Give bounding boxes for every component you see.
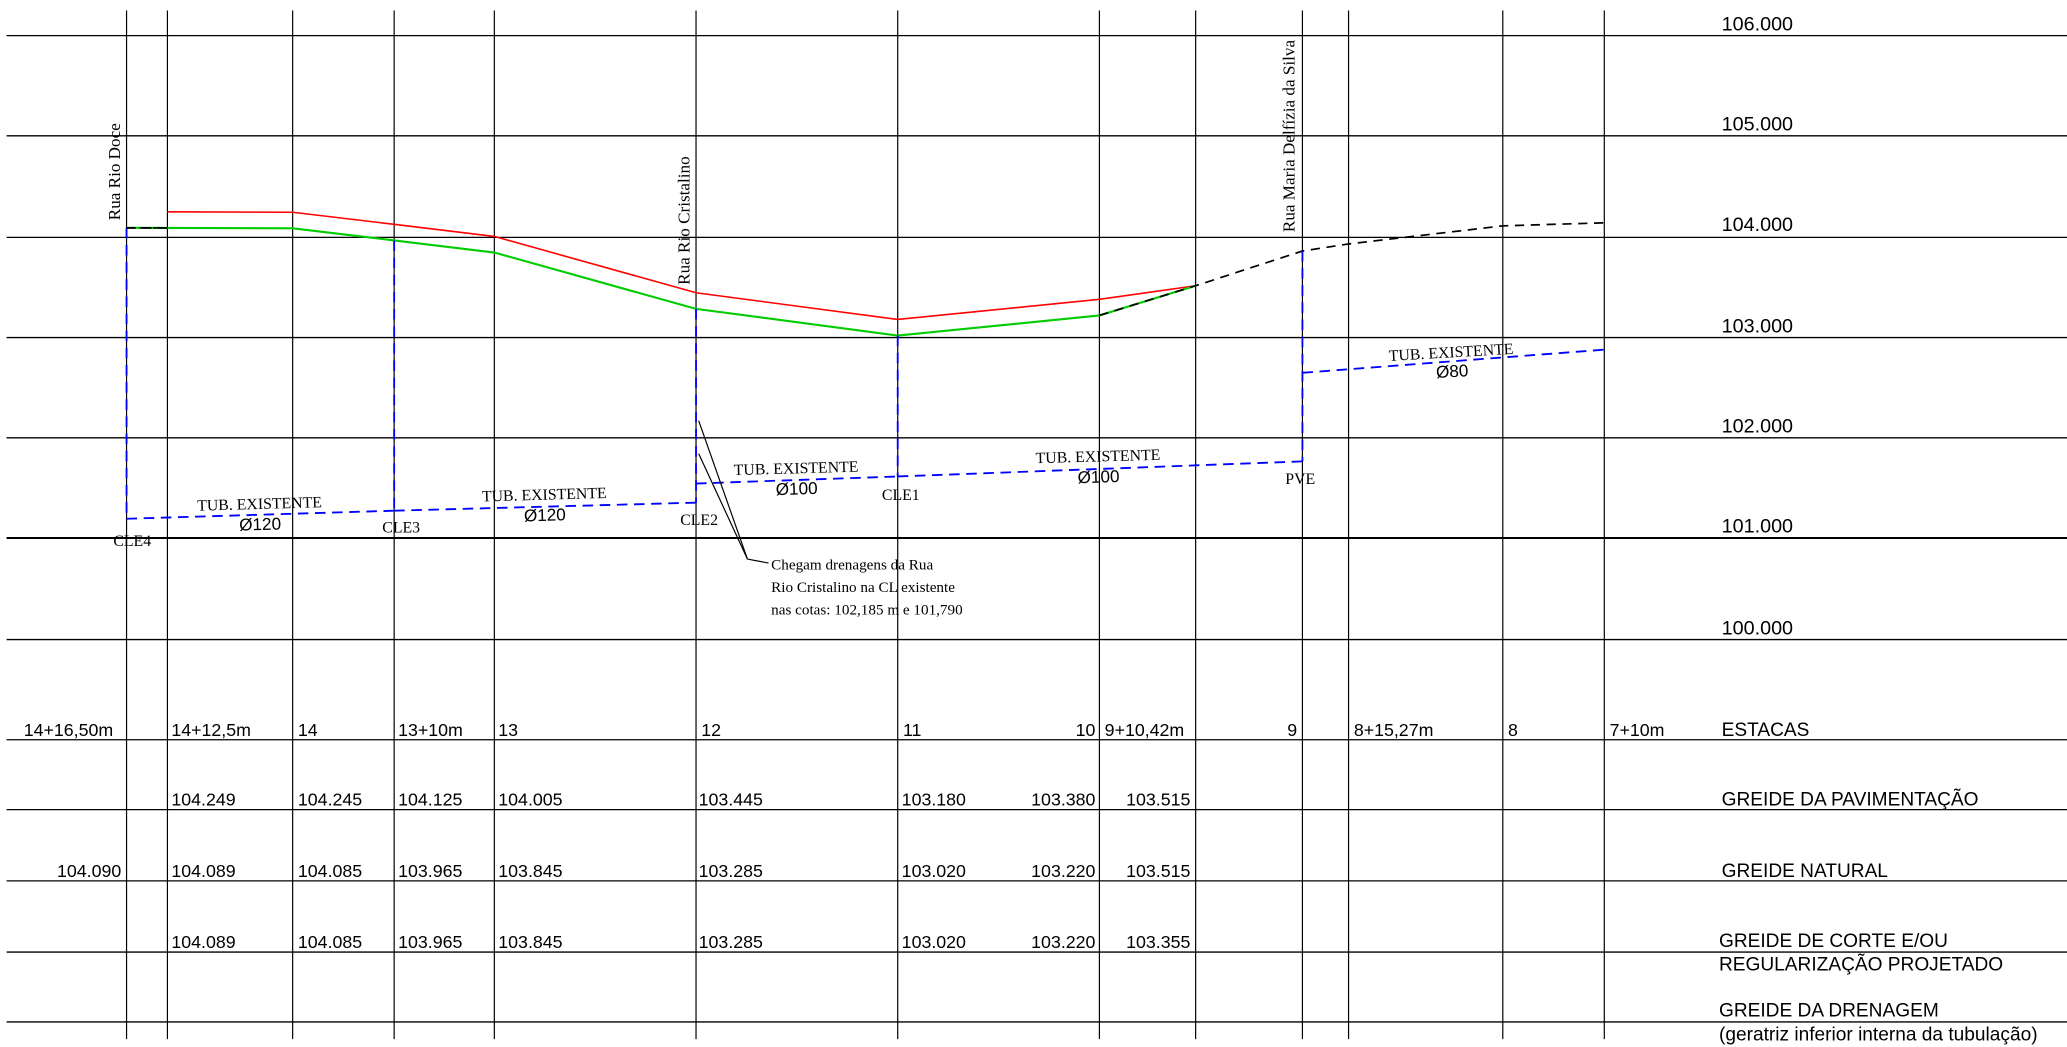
- nat-cell: 103.515: [1126, 861, 1190, 881]
- row-drenagem: GREIDE DA DRENAGEM (geratriz inferior in…: [1719, 1001, 2038, 1046]
- pipe-label: TUB. EXISTENTE Ø100: [734, 459, 859, 499]
- pav-cell: 104.249: [171, 790, 235, 810]
- note-line: Rio Cristalino na CL existente: [771, 579, 955, 596]
- row-label-pavimentacao: GREIDE DA PAVIMENTAÇÃO: [1722, 789, 1979, 811]
- pipe-label-text: TUB. EXISTENTE: [197, 494, 322, 514]
- corte-cell: 104.085: [298, 932, 362, 952]
- corte-cell: 103.285: [699, 932, 763, 952]
- profile-series: [126, 211, 1605, 337]
- pav-cell: 103.445: [699, 790, 763, 810]
- street-labels: Rua Rio Doce Rua Rio Cristalino Rua Mari…: [105, 40, 1299, 285]
- nat-cell: 103.285: [699, 861, 763, 881]
- pipe-label-text: TUB. EXISTENTE: [734, 459, 859, 479]
- row-estacas: 14+16,50m 14+12,5m 14 13+10m 13 12 11 10…: [24, 720, 1810, 741]
- estaca-cell: 11: [903, 720, 922, 740]
- elevation-label: 105.000: [1722, 114, 1793, 136]
- street-label-maria-delfizia: Rua Maria Delfízia da Silva: [1280, 40, 1299, 233]
- row-label-corte-1: GREIDE DE CORTE E/OU: [1719, 931, 1948, 952]
- pipe-diameter: Ø100: [775, 478, 817, 499]
- pipe-label: TUB. EXISTENTE Ø120: [482, 485, 607, 525]
- nat-cell: 103.845: [498, 861, 562, 881]
- street-label-rio-doce: Rua Rio Doce: [105, 123, 124, 220]
- nat-cell: 104.085: [298, 861, 362, 881]
- estaca-cell: 14+16,50m: [24, 720, 113, 740]
- node-label-cle4: CLE4: [113, 533, 151, 550]
- nat-cell: 103.220: [1031, 861, 1095, 881]
- elevation-label: 100.000: [1722, 617, 1793, 639]
- pipe-label-text: TUB. EXISTENTE: [1035, 447, 1160, 467]
- pipe-segment: [126, 509, 395, 520]
- elevation-grid: [6, 34, 2067, 641]
- pav-cell: 103.515: [1126, 790, 1190, 810]
- leader-line: [698, 453, 748, 560]
- pav-cell: 103.180: [902, 790, 966, 810]
- row-natural: 104.090 104.089 104.085 103.965 103.845 …: [57, 861, 1888, 882]
- pipe-label: TUB. EXISTENTE Ø100: [1035, 447, 1160, 487]
- estaca-cell: 7+10m: [1610, 720, 1665, 740]
- pav-cell: 104.245: [298, 790, 362, 810]
- pipe-label: TUB. EXISTENTE Ø80: [1388, 341, 1513, 382]
- pipe-diameter: Ø80: [1435, 360, 1468, 382]
- estaca-cell: 13+10m: [398, 720, 463, 740]
- nat-cell: 104.090: [57, 861, 121, 881]
- row-label-drenagem-2: (geratriz inferior interna da tubulação): [1719, 1024, 2038, 1045]
- row-label-estacas: ESTACAS: [1722, 720, 1810, 741]
- node-label-pve: PVE: [1285, 471, 1315, 488]
- row-label-natural: GREIDE NATURAL: [1722, 861, 1888, 882]
- corte-cell: 103.220: [1031, 932, 1095, 952]
- pipe-label-text: TUB. EXISTENTE: [482, 485, 607, 505]
- nat-cell: 103.965: [398, 861, 462, 881]
- pav-cell: 103.380: [1031, 790, 1095, 810]
- node-labels: CLE4 CLE3 CLE2 CLE1 PVE: [113, 471, 1315, 550]
- node-label-cle1: CLE1: [882, 487, 920, 504]
- elevation-labels: 106.000 105.000 104.000 103.000 102.000 …: [1722, 13, 1793, 639]
- corte-cell: 103.355: [1126, 932, 1190, 952]
- row-corte: 104.089 104.085 103.965 103.845 103.285 …: [171, 931, 2003, 976]
- elevation-label: 104.000: [1722, 214, 1793, 236]
- estaca-cell: 9: [1287, 720, 1297, 740]
- pipe-diameter: Ø120: [524, 504, 566, 525]
- row-label-drenagem-1: GREIDE DA DRENAGEM: [1719, 1001, 1939, 1022]
- leader-line: [698, 420, 749, 560]
- pipe-diameter: Ø120: [239, 514, 281, 535]
- corte-cell: 103.020: [902, 932, 966, 952]
- node-label-cle2: CLE2: [680, 512, 718, 529]
- nat-cell: 104.089: [171, 861, 235, 881]
- corte-cell: 104.089: [171, 932, 235, 952]
- natural-profile-line: [126, 226, 1196, 337]
- row-pavimentacao: 104.249 104.245 104.125 104.005 103.445 …: [171, 789, 1978, 811]
- nat-cell: 103.020: [902, 861, 966, 881]
- drainage-network: [125, 227, 1605, 520]
- pav-cell: 104.005: [498, 790, 562, 810]
- pav-cell: 104.125: [398, 790, 462, 810]
- estaca-cell: 8+15,27m: [1354, 720, 1434, 740]
- elevation-label: 106.000: [1722, 13, 1793, 35]
- estaca-cell: 14: [298, 720, 318, 740]
- pavement-profile-line: [167, 211, 1196, 321]
- drainage-note: Chegam drenagens da Rua Rio Cristalino n…: [698, 420, 963, 618]
- estaca-cell: 12: [701, 720, 721, 740]
- estaca-cell: 13: [498, 720, 518, 740]
- row-label-corte-2: REGULARIZAÇÃO PROJETADO: [1719, 954, 2003, 976]
- corte-cell: 103.845: [498, 932, 562, 952]
- note-line: nas cotas: 102,185 m e 101,790: [771, 601, 963, 618]
- corte-cell: 103.965: [398, 932, 462, 952]
- estaca-cell: 14+12,5m: [171, 720, 251, 740]
- note-line: Chegam drenagens da Rua: [771, 557, 933, 574]
- pipe-diameter: Ø100: [1077, 466, 1119, 487]
- estaca-cell: 8: [1508, 720, 1518, 740]
- estaca-cell: 10: [1076, 720, 1096, 740]
- table-grid: [6, 739, 2067, 1023]
- node-label-cle3: CLE3: [382, 520, 420, 537]
- elevation-label: 103.000: [1722, 315, 1793, 337]
- station-lines: [125, 10, 1605, 1040]
- elevation-label: 102.000: [1722, 416, 1793, 438]
- pipe-label: TUB. EXISTENTE Ø120: [197, 494, 322, 535]
- street-label-rio-cristalino: Rua Rio Cristalino: [674, 156, 693, 284]
- estaca-cell: 9+10,42m: [1105, 720, 1185, 740]
- leader-line: [747, 558, 769, 564]
- elevation-label: 101.000: [1722, 516, 1793, 538]
- existing-terrain-line: [1099, 221, 1605, 317]
